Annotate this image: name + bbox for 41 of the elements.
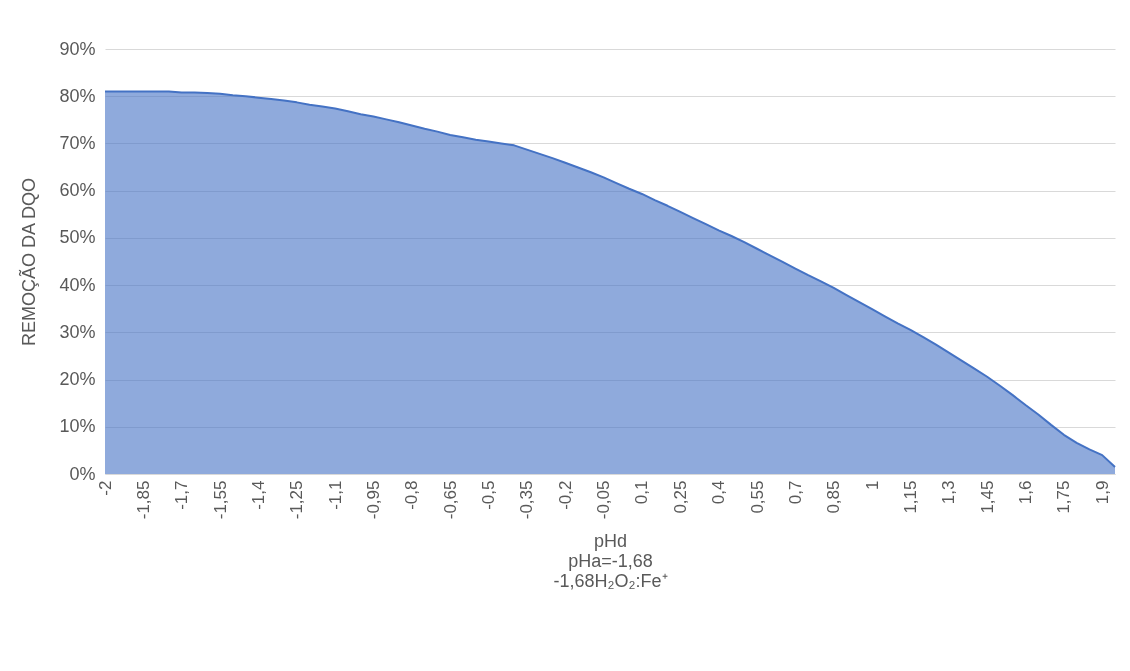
x-tick-label: -1,55	[210, 480, 230, 520]
x-tick-label: -2	[95, 480, 115, 496]
x-axis-title: pHd	[593, 531, 628, 552]
x-tick-label: -0,5	[479, 480, 499, 510]
x-tick-label: 0,7	[785, 480, 805, 505]
x-tick-label: -1,1	[325, 480, 345, 510]
x-tick-label: 0,55	[747, 480, 767, 514]
y-tick-label: 70%	[59, 132, 96, 153]
x-tick-label: 1,3	[939, 480, 959, 505]
x-tick-label: 0,85	[824, 480, 844, 514]
x-tick-label: 1	[862, 480, 882, 490]
x-tick-label: -0,2	[555, 480, 575, 510]
text: -1,68H₂O₂:Fe⁺	[553, 571, 668, 592]
x-tick-label: 0,1	[632, 480, 652, 505]
x-tick-label: -0,8	[402, 480, 422, 510]
x-tick-label: -0,35	[517, 480, 537, 520]
y-tick-label: 50%	[59, 227, 96, 248]
y-tick-label: 60%	[59, 180, 96, 201]
y-axis-title: REMOÇÃO DA DQO	[18, 177, 40, 347]
x-tick-label: 1,45	[977, 480, 997, 514]
x-tick-label: 0,25	[670, 480, 690, 514]
y-tick-label: 20%	[59, 369, 96, 390]
x-tick-label: 1,6	[1016, 480, 1036, 505]
y-tick-label: 30%	[59, 321, 96, 342]
x-tick-label: -1,7	[172, 480, 192, 510]
x-tick-label: -0,05	[594, 480, 614, 520]
x-tick-label: -0,95	[363, 480, 383, 520]
y-tick-label: 80%	[59, 85, 96, 106]
y-tick-label: 10%	[59, 416, 96, 437]
y-tick-label: 40%	[59, 274, 96, 295]
x-tick-label: -1,85	[133, 480, 153, 520]
x-tick-label: 1,15	[900, 480, 920, 514]
x-tick-label: -1,25	[287, 480, 307, 520]
x-tick-label: 1,75	[1054, 480, 1074, 514]
text: pHa=-1,68	[568, 551, 653, 572]
x-tick-label: -0,65	[440, 480, 460, 520]
x-tick-label: -1,4	[248, 480, 268, 510]
x-tick-label: 0,4	[709, 480, 729, 505]
x-tick-label: 1,9	[1092, 480, 1112, 505]
y-tick-label: 0%	[69, 463, 96, 484]
y-tick-label: 90%	[59, 38, 96, 59]
